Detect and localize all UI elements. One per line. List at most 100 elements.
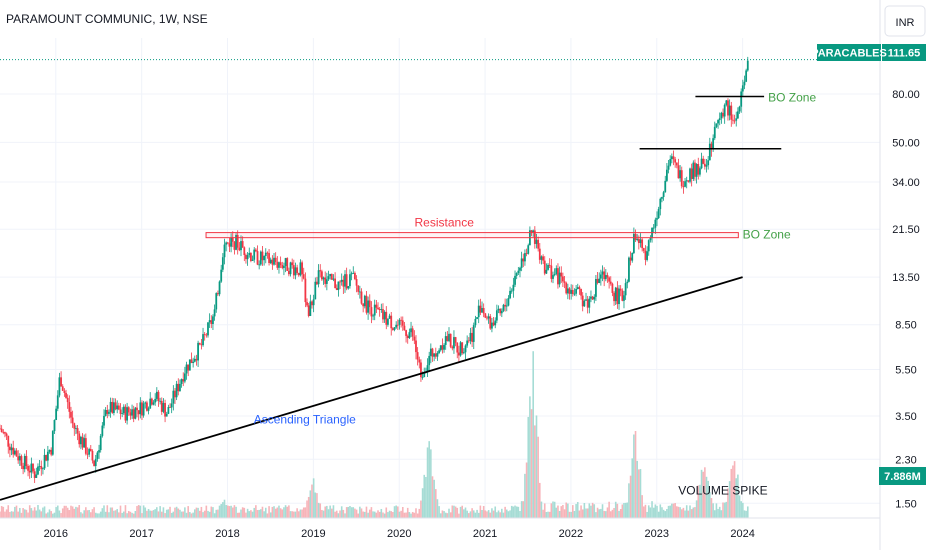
candle-body <box>548 264 551 266</box>
volume-bar <box>322 510 325 518</box>
candle-body <box>741 85 744 92</box>
time-tick-label: 2019 <box>301 528 325 540</box>
candle-body <box>340 279 343 282</box>
candle-body <box>586 299 589 308</box>
candle-body <box>350 273 353 275</box>
volume-bar <box>530 409 533 518</box>
candle-body <box>287 270 290 275</box>
candle-body <box>474 318 477 326</box>
candle-body <box>687 180 690 182</box>
candle-body <box>86 453 89 455</box>
candle-body <box>205 334 208 336</box>
candle-body <box>292 265 295 276</box>
volume-bar <box>271 506 274 518</box>
candle-body <box>216 293 219 295</box>
volume-bar <box>222 502 224 518</box>
candle-body <box>103 415 105 426</box>
candle-body <box>256 251 259 265</box>
candle-body <box>124 406 127 421</box>
volume-bar <box>656 505 658 518</box>
candle-body <box>390 315 393 329</box>
candle-body <box>730 105 733 120</box>
volume-bar <box>492 510 495 518</box>
volume-bar <box>436 499 439 518</box>
volume-bar <box>517 506 520 518</box>
ascending-trendline[interactable] <box>0 276 743 501</box>
volume-bar <box>588 503 591 518</box>
candle-body <box>679 170 682 179</box>
candle-body <box>231 237 234 242</box>
candle-body <box>403 325 406 331</box>
candle-body <box>360 291 363 304</box>
candle-body <box>537 239 540 249</box>
volume-bar <box>397 506 399 518</box>
candle-body <box>542 256 544 261</box>
candle-body <box>177 383 180 392</box>
volume-bar <box>638 469 640 518</box>
candle-body <box>453 337 455 349</box>
candle-body <box>685 180 688 182</box>
candle-body <box>601 271 604 275</box>
volume-bar <box>420 500 422 518</box>
volume-bar <box>2 506 5 518</box>
volume-bar <box>524 473 526 518</box>
volume-bar <box>124 505 127 518</box>
volume-bar <box>83 510 85 518</box>
candle-body <box>182 379 185 382</box>
volume-bar <box>522 501 525 518</box>
volume-bar <box>266 513 269 518</box>
volume-bar <box>19 507 21 518</box>
resistance-zone[interactable] <box>205 232 739 239</box>
candle-body <box>4 432 6 434</box>
volume-bar <box>430 449 432 518</box>
candle-body <box>35 474 38 478</box>
candle-body <box>378 308 381 310</box>
candle-body <box>81 436 84 448</box>
candle-body <box>332 278 335 280</box>
volume-bar <box>626 502 629 518</box>
volume-bar <box>197 507 199 518</box>
volume-bar <box>623 502 625 518</box>
volume-bar <box>552 501 554 518</box>
candle-body <box>628 257 630 282</box>
candle-body <box>159 400 162 402</box>
candle-body <box>342 279 345 287</box>
candle-body <box>727 100 729 116</box>
volume-bar <box>339 510 341 518</box>
candle-body <box>482 308 485 314</box>
candle-body <box>664 180 667 193</box>
candle-body <box>122 406 125 414</box>
candle-body <box>22 465 25 470</box>
volume-bar <box>142 505 145 518</box>
candle-body <box>23 455 26 470</box>
candle-body <box>78 433 81 445</box>
candle-body <box>634 233 637 240</box>
candle-body <box>717 120 719 124</box>
volume-bar <box>316 493 318 518</box>
candle-body <box>180 379 183 384</box>
volume-bar <box>147 509 150 518</box>
candle-body <box>83 438 86 448</box>
currency-button[interactable]: INR <box>884 5 926 37</box>
candle-body <box>682 186 685 188</box>
volume-bar <box>585 508 587 518</box>
candle-body <box>745 70 748 82</box>
candle-body <box>578 287 581 289</box>
candle-body <box>20 456 23 466</box>
candle-body <box>136 407 138 411</box>
candle-body <box>639 239 642 244</box>
volume-bar <box>350 507 353 518</box>
volume-bar <box>717 508 719 518</box>
candle-body <box>395 324 398 328</box>
time-axis[interactable]: 2016 2017 2018 2019 2020 2021 2022 2023 2024 <box>0 517 880 540</box>
candle-body <box>629 257 632 261</box>
candle-body <box>562 276 564 282</box>
candle-body <box>46 451 49 461</box>
price-axis[interactable]: 80.00 50.00 34.00 21.50 13.50 8.50 5.50 3.50 2.3… <box>879 0 920 550</box>
candle-body <box>466 340 469 346</box>
volume-bar <box>203 510 206 518</box>
volume-bar <box>692 507 695 518</box>
candle-body <box>248 252 251 256</box>
candle-body <box>662 192 665 198</box>
